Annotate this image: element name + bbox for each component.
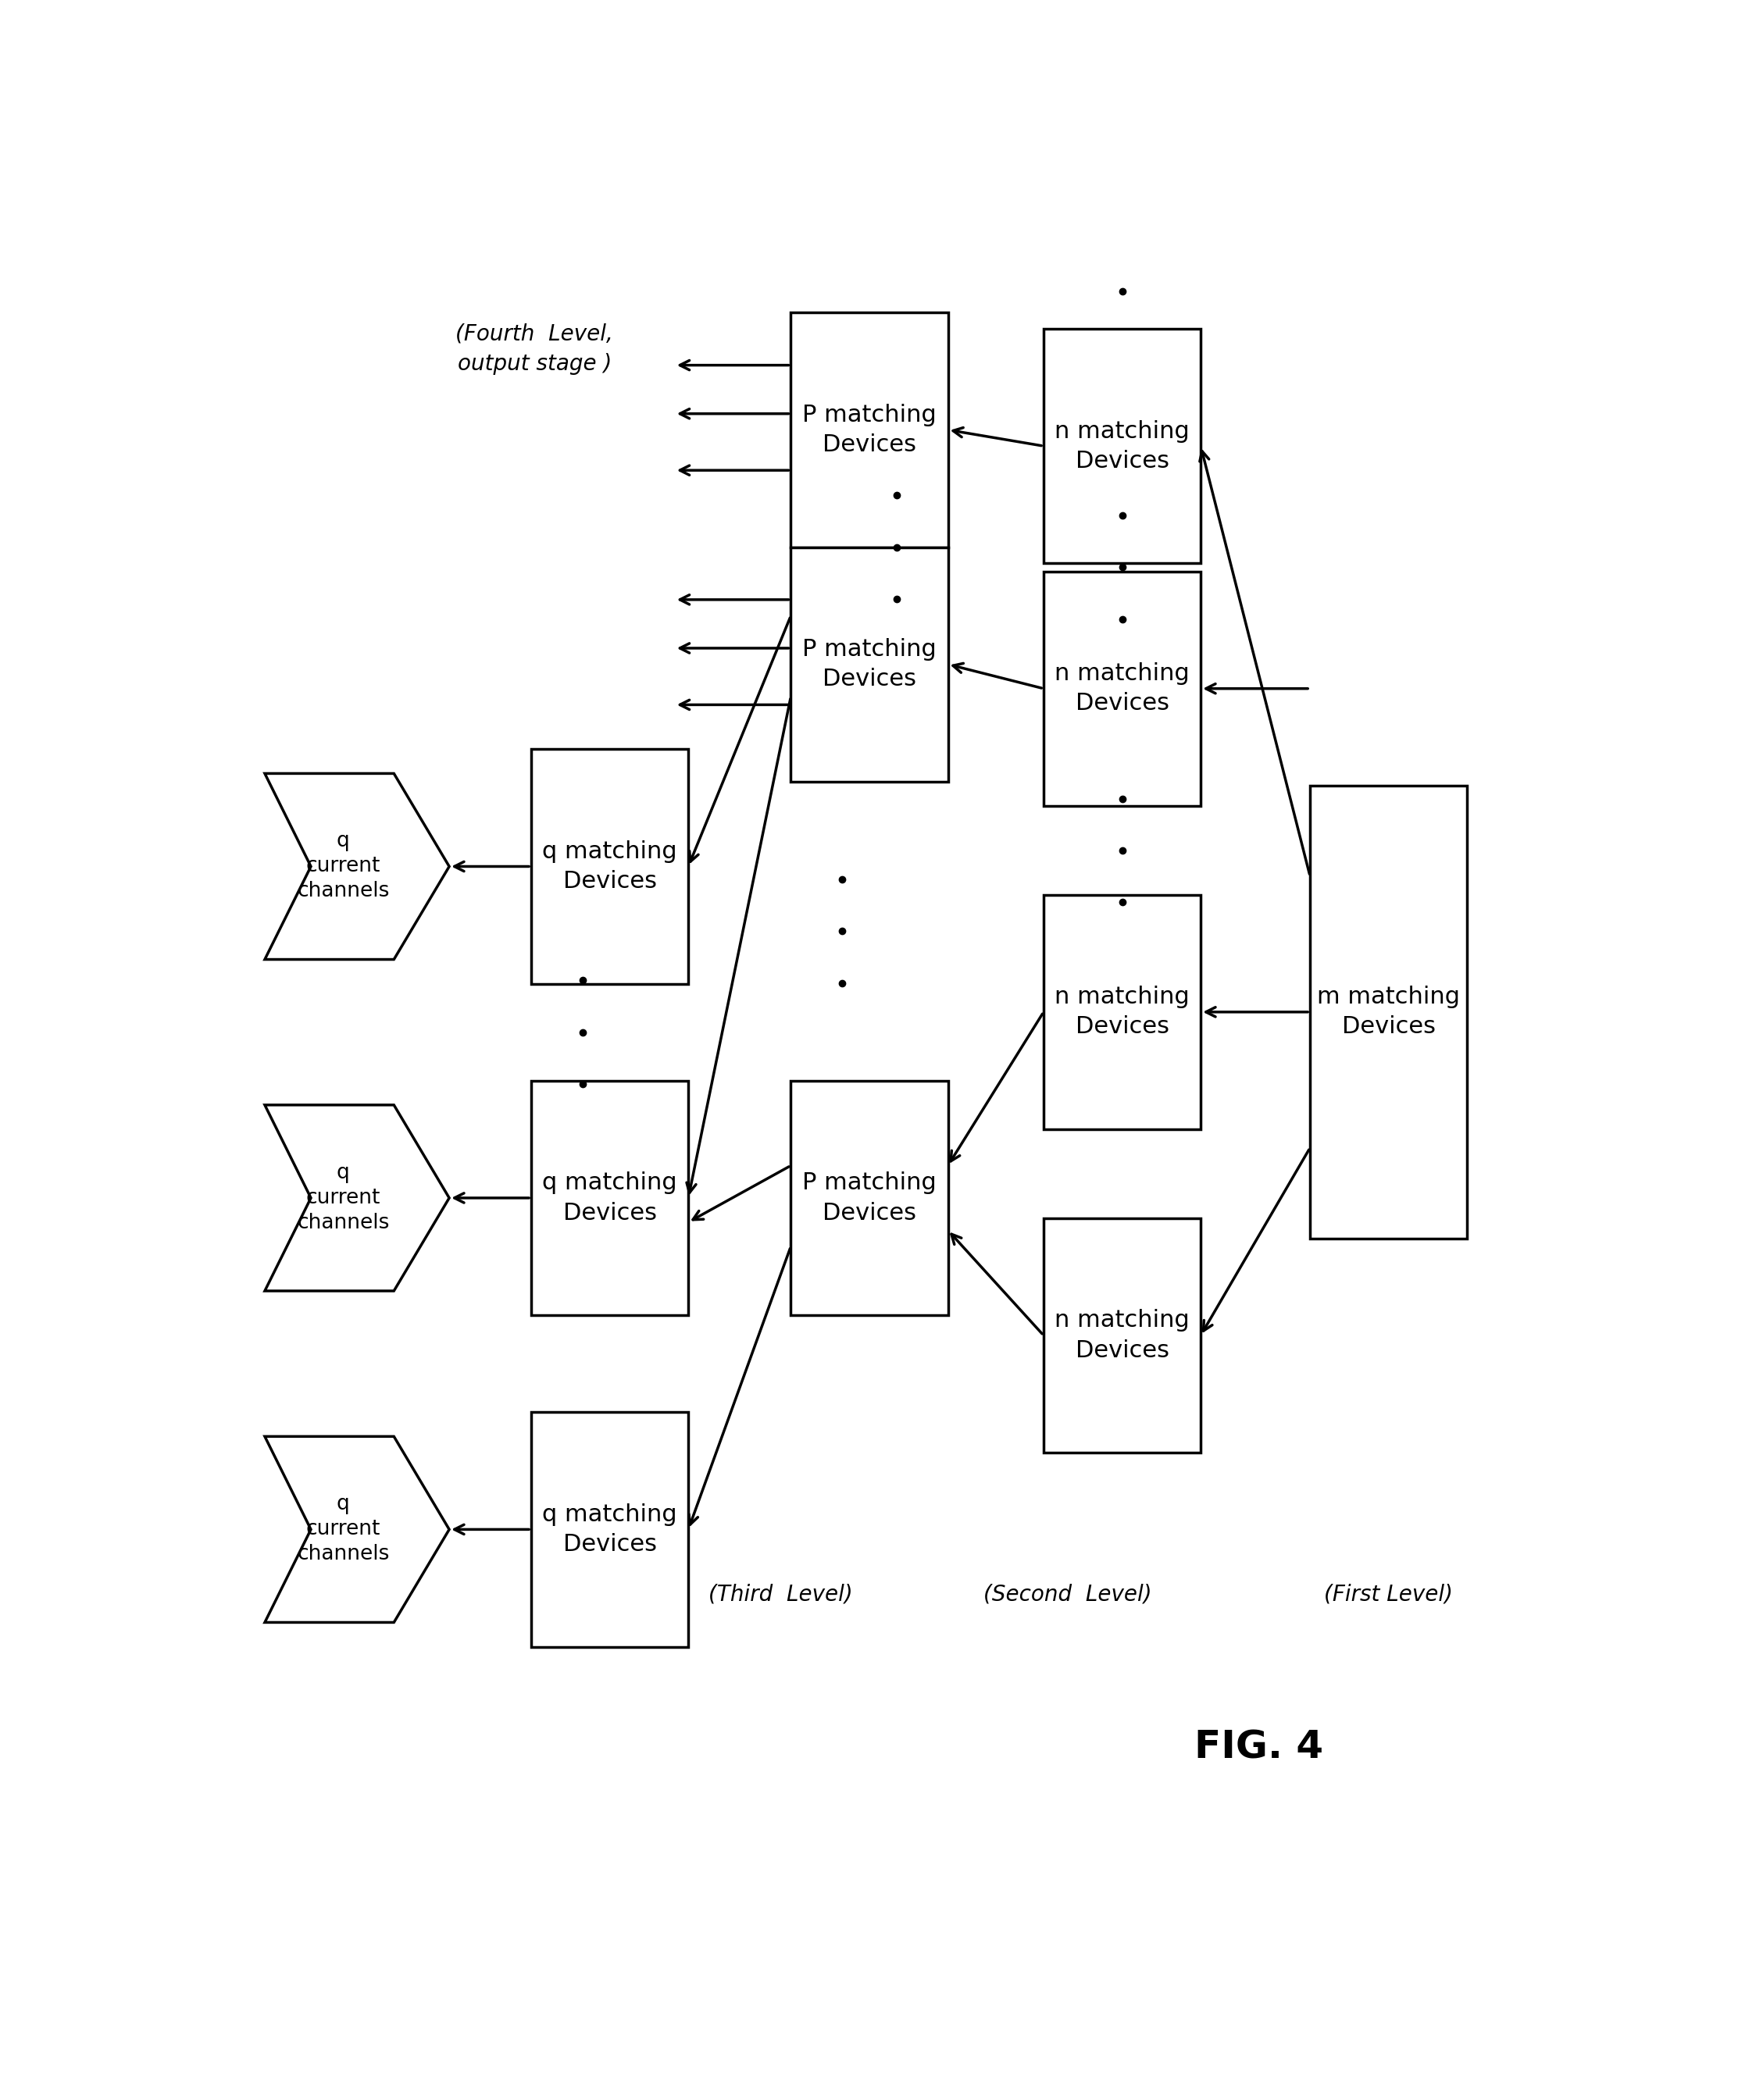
Bar — [792, 1082, 948, 1315]
Text: m matching
Devices: m matching Devices — [1317, 985, 1460, 1037]
Text: q matching
Devices: q matching Devices — [543, 840, 677, 893]
Polygon shape — [264, 1436, 450, 1623]
Polygon shape — [264, 773, 450, 960]
Text: n matching
Devices: n matching Devices — [1054, 662, 1190, 714]
Text: q
current
channels: q current channels — [296, 1495, 390, 1565]
Text: FIG. 4: FIG. 4 — [1194, 1728, 1324, 1766]
Bar — [1044, 330, 1201, 563]
Bar — [1044, 571, 1201, 806]
Text: P matching
Devices: P matching Devices — [802, 638, 936, 691]
Bar — [1310, 785, 1467, 1239]
Polygon shape — [264, 1105, 450, 1292]
Text: n matching
Devices: n matching Devices — [1054, 1308, 1190, 1361]
Text: P matching
Devices: P matching Devices — [802, 403, 936, 456]
Text: (First Level): (First Level) — [1324, 1583, 1453, 1604]
Text: (Third  Level): (Third Level) — [709, 1583, 853, 1604]
Bar — [531, 1082, 688, 1315]
Text: q matching
Devices: q matching Devices — [543, 1504, 677, 1556]
Bar — [792, 313, 948, 548]
Bar — [792, 548, 948, 781]
Text: (Fourth  Level,
output stage ): (Fourth Level, output stage ) — [457, 323, 614, 376]
Bar — [531, 1411, 688, 1646]
Text: (Second  Level): (Second Level) — [984, 1583, 1151, 1604]
Text: q matching
Devices: q matching Devices — [543, 1172, 677, 1224]
Text: P matching
Devices: P matching Devices — [802, 1172, 936, 1224]
Text: q
current
channels: q current channels — [296, 1163, 390, 1233]
Text: q
current
channels: q current channels — [296, 832, 390, 901]
Bar — [1044, 895, 1201, 1130]
Text: n matching
Devices: n matching Devices — [1054, 985, 1190, 1037]
Bar — [1044, 1218, 1201, 1453]
Bar — [531, 750, 688, 983]
Text: n matching
Devices: n matching Devices — [1054, 420, 1190, 473]
